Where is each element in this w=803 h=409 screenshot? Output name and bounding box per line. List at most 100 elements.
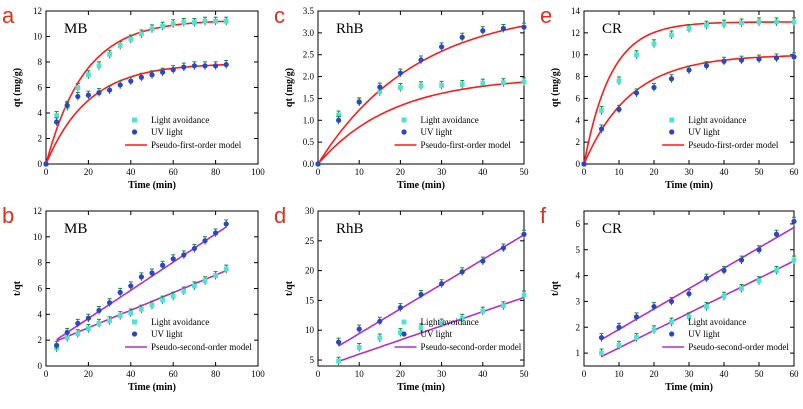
light-avoidance-point	[739, 20, 744, 26]
light-avoidance-point	[336, 358, 341, 364]
x-tick-label: 40	[478, 167, 488, 177]
uv-light-point	[170, 67, 176, 73]
y-tick-label: 30	[305, 206, 315, 216]
legend-label-uv-light: UV light	[421, 127, 453, 137]
y-tick-label: 2	[576, 137, 581, 147]
uv-light-point	[138, 274, 144, 280]
legend: Light avoidance UV light Pseudo-first-orde…	[125, 115, 242, 150]
uv-light-point	[738, 57, 745, 63]
light-avoidance-point	[599, 108, 604, 113]
light-avoidance-point	[139, 306, 144, 312]
x-tick-label: 50	[520, 369, 530, 379]
light-avoidance-point	[377, 335, 383, 341]
x-tick-label: 100	[251, 167, 265, 177]
uv-light-point	[96, 307, 102, 314]
light-avoidance-point	[774, 268, 779, 273]
model-curve	[338, 296, 525, 363]
light-avoidance-point	[791, 19, 797, 25]
uv-light-point	[703, 63, 710, 69]
legend-marker-light-avoidance	[132, 319, 138, 325]
light-avoidance-point	[480, 308, 486, 314]
uv-light-point	[480, 28, 486, 34]
light-avoidance-point	[170, 21, 176, 27]
uv-light-point	[418, 291, 424, 298]
legend-label-light-avoidance: Light avoidance	[421, 115, 479, 125]
panel-letter: c	[274, 3, 285, 28]
y-tick-label: 1.0	[303, 115, 315, 125]
light-avoidance-point	[128, 310, 134, 316]
light-avoidance-point	[75, 85, 81, 90]
light-avoidance-point	[686, 314, 692, 320]
light-avoidance-point	[704, 304, 709, 309]
y-tick-label: 4	[576, 115, 581, 125]
x-tick-label: 10	[355, 369, 365, 379]
y-tick-label: 10	[305, 325, 315, 335]
x-axis-label: Time (min)	[665, 180, 713, 191]
light-avoidance-point	[791, 257, 797, 263]
x-tick-label: 40	[478, 369, 488, 379]
light-avoidance-point	[721, 21, 727, 27]
legend-marker-uv-light	[131, 129, 138, 135]
y-tick-label: 4	[38, 108, 43, 118]
y-tick-label: 25	[305, 236, 315, 246]
uv-light-point	[581, 161, 587, 167]
uv-light-point	[703, 275, 710, 281]
x-tick-label: 80	[211, 167, 221, 177]
y-tick-label: 4	[38, 309, 43, 319]
uv-light-point	[738, 257, 745, 263]
y-tick-label: 8	[38, 258, 43, 268]
legend-label-light-avoidance: Light avoidance	[151, 115, 209, 125]
x-tick-label: 30	[437, 369, 447, 379]
x-tick-label: 20	[396, 167, 406, 177]
light-avoidance-point	[336, 112, 341, 118]
uv-light-point	[439, 281, 445, 287]
x-tick-label: 20	[84, 369, 94, 379]
panel-b: 0 20 40 60 80 100 0 2 4 6 8 10 12 Time (min) t/qt b MB Li…	[2, 203, 265, 393]
dataset-name: MB	[64, 21, 87, 37]
x-axis-label: Time (min)	[128, 382, 176, 393]
uv-light-point	[336, 339, 342, 345]
y-tick-label: 6	[38, 284, 43, 294]
light-avoidance-point	[521, 292, 527, 298]
light-avoidance-point	[439, 320, 444, 326]
light-avoidance-point	[356, 345, 362, 350]
light-avoidance-point	[107, 51, 112, 57]
y-tick-label: 0	[38, 361, 43, 371]
light-avoidance-point	[96, 320, 102, 326]
x-tick-label: 30	[685, 369, 695, 379]
legend-marker-light-avoidance	[669, 117, 675, 123]
x-tick-label: 20	[650, 167, 660, 177]
legend-marker-uv-light	[401, 129, 407, 135]
uv-light-point	[616, 106, 622, 112]
legend-label-uv-light: UV light	[421, 329, 453, 339]
x-tick-label: 10	[355, 167, 365, 177]
uv-light-point	[651, 303, 657, 310]
light-avoidance-point	[160, 23, 165, 29]
uv-light-point	[521, 231, 527, 237]
y-tick-label: 20	[305, 266, 315, 276]
uv-light-point	[75, 93, 81, 100]
uv-light-point	[149, 72, 155, 78]
uv-light-point	[43, 161, 49, 167]
panel-letter: e	[540, 3, 552, 28]
uv-light-point	[117, 82, 123, 88]
y-tick-label: 15	[305, 295, 315, 305]
y-tick-label: 1.5	[303, 93, 315, 103]
uv-light-point	[85, 315, 91, 321]
legend-marker-light-avoidance	[132, 117, 138, 123]
light-avoidance-point	[170, 293, 176, 299]
y-tick-label: 8	[576, 72, 581, 82]
x-tick-label: 80	[211, 369, 221, 379]
panel-a: 0 20 40 60 80 100 0 2 4 6 8 10 12 Time (min) qt (mg/g)…	[2, 3, 265, 191]
model-curve	[601, 260, 795, 358]
uv-light-point	[459, 269, 465, 275]
y-tick-label: 5	[310, 355, 315, 365]
y-tick-label: 6	[38, 83, 43, 93]
legend-marker-uv-light	[131, 331, 138, 337]
legend-label-light-avoidance: Light avoidance	[688, 115, 746, 125]
dataset-name: CR	[602, 21, 622, 37]
light-avoidance-point	[616, 78, 622, 84]
light-avoidance-point	[192, 283, 197, 289]
light-avoidance-point	[107, 318, 112, 324]
